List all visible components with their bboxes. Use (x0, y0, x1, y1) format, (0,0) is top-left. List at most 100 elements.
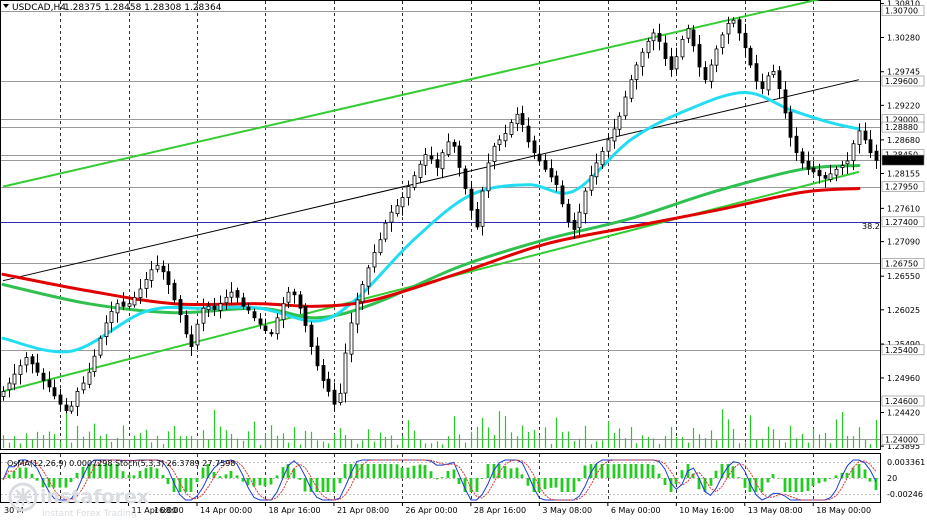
candle-body (600, 150, 605, 166)
candle (258, 313, 263, 329)
osma-bar (863, 469, 867, 478)
candle (166, 263, 171, 295)
time-tick-label: 18 Apr 16:00 (268, 506, 320, 515)
candle (144, 272, 149, 298)
candle-body (252, 311, 257, 319)
osma-bar (98, 464, 102, 478)
candle-body (834, 168, 839, 176)
osma-bar (298, 478, 302, 480)
symbol-label: USDCAD,H4 (12, 3, 66, 13)
candle (235, 287, 240, 303)
candle-body (104, 322, 109, 337)
candle (669, 47, 674, 77)
osma-bar (520, 474, 524, 478)
channel-upper-line (2, 0, 821, 188)
candle-body (572, 219, 577, 230)
osma-bar (24, 467, 28, 478)
candle-body (737, 19, 742, 34)
osma-bar (691, 473, 695, 478)
candle-body (149, 269, 154, 281)
candle-body (509, 122, 514, 135)
candle (646, 37, 651, 59)
candle (617, 112, 622, 136)
candle-body (566, 203, 571, 223)
candle (771, 64, 776, 78)
candle-body (138, 288, 143, 298)
candle-body (469, 188, 474, 211)
osma-bar (480, 478, 484, 480)
candle-body (355, 299, 360, 325)
candle (492, 142, 497, 170)
candle (600, 146, 605, 170)
level-label: 1.29600 (881, 75, 925, 87)
candle (594, 153, 599, 185)
candle-body (326, 378, 331, 392)
osma-bar (246, 478, 250, 486)
candle (309, 321, 314, 355)
candle-body (229, 291, 234, 298)
osma-bar (572, 478, 576, 492)
osma-bar (697, 478, 701, 490)
osma-bar (195, 478, 199, 482)
level-label-text: 1.24000 (885, 435, 918, 444)
level-label: 1.27950 (881, 181, 925, 192)
candle (87, 362, 92, 389)
candle (400, 192, 405, 216)
candle (81, 376, 86, 394)
candle-body (646, 40, 651, 54)
channel-middle-line (2, 79, 860, 282)
candle-body (446, 141, 451, 155)
candle-body (338, 392, 343, 404)
candle-body (617, 115, 622, 130)
level-label-box (881, 121, 925, 133)
main-chart-frame (0, 0, 881, 450)
candle (851, 140, 856, 171)
candle (703, 61, 708, 84)
candle-body (783, 89, 788, 114)
time-tick-label: 16:00 (154, 506, 177, 515)
price-tick-label: 1.29220 (887, 101, 920, 110)
candle (566, 198, 571, 228)
stoch-signal-line (2, 459, 877, 501)
candle (577, 203, 582, 238)
osma-bar (868, 478, 872, 482)
candle (201, 298, 206, 332)
candle (874, 144, 879, 169)
candle-body (12, 373, 17, 385)
candle (30, 354, 35, 374)
osma-bar (69, 478, 73, 483)
candle (1, 386, 6, 401)
candle (452, 139, 457, 153)
candle-body (418, 163, 423, 178)
time-tick-label: 14 Apr 00:00 (200, 506, 252, 515)
candle-body (594, 162, 599, 178)
osma-bar (589, 464, 593, 478)
osma-bar (651, 465, 655, 478)
osma-bar (475, 478, 479, 492)
candle (206, 301, 211, 318)
candle (18, 359, 23, 385)
osma-bar (754, 478, 758, 492)
osma-bar (623, 464, 627, 478)
osma-bar (731, 466, 735, 478)
candle-body (857, 130, 862, 145)
osma-bar (646, 464, 650, 478)
candle-body (680, 39, 685, 58)
candle (12, 364, 17, 390)
candle (480, 186, 485, 236)
candle (52, 379, 57, 400)
candle (589, 165, 594, 196)
time-axis: 11 Apr 08:00 14 Apr 00:00 18 Apr 16:00 21 A… (4, 502, 871, 515)
candle-body (463, 168, 468, 189)
candle (178, 295, 183, 323)
time-tick-label: 30 M (4, 506, 24, 515)
candle-body (606, 139, 611, 152)
collapse-triangle-icon[interactable] (3, 4, 9, 8)
candle-body (184, 315, 189, 335)
osma-bar (218, 476, 222, 478)
candle-body (275, 317, 280, 335)
candle (537, 145, 542, 166)
candle-body (332, 389, 337, 405)
candle-body (383, 222, 388, 240)
